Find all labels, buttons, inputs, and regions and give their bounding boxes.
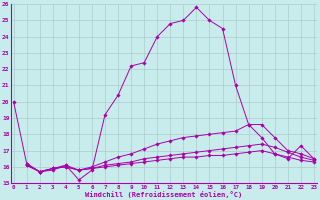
X-axis label: Windchill (Refroidissement éolien,°C): Windchill (Refroidissement éolien,°C) (85, 191, 242, 198)
